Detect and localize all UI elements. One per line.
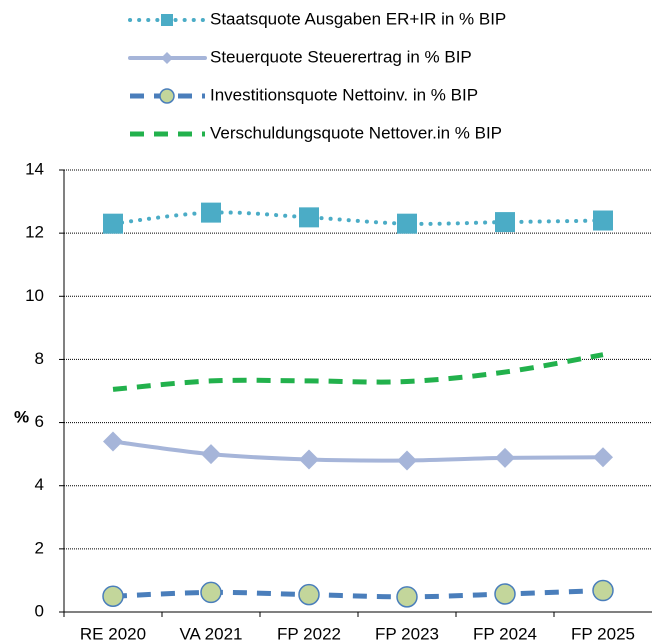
marker: [299, 207, 319, 228]
marker: [397, 450, 417, 471]
x-tick-label: FP 2024: [473, 624, 537, 643]
y-tick-label: 4: [35, 475, 44, 494]
y-tick-label: 6: [35, 412, 44, 431]
marker: [103, 213, 123, 234]
x-tick-label: FP 2022: [277, 624, 341, 643]
marker: [495, 447, 515, 468]
marker: [200, 581, 222, 604]
marker: [397, 213, 417, 234]
x-tick-label: FP 2025: [571, 624, 635, 643]
series-line: [111, 439, 605, 463]
marker: [201, 444, 221, 465]
series-line: [111, 210, 605, 226]
marker: [299, 449, 319, 470]
marker: [396, 586, 418, 608]
marker: [298, 583, 320, 606]
marker: [592, 579, 614, 602]
legend-label: Investitionsquote Nettoinv. in % BIP: [210, 85, 478, 104]
marker: [593, 210, 613, 231]
y-tick-label: 8: [35, 349, 44, 368]
marker: [103, 431, 123, 452]
marker: [102, 585, 124, 607]
marker: [593, 447, 613, 468]
marker: [201, 202, 221, 223]
series-line: [112, 588, 604, 600]
y-tick-label: 12: [25, 223, 44, 242]
marker: [495, 212, 515, 233]
y-tick-label: 0: [35, 601, 44, 620]
series-markers: [103, 431, 613, 471]
marker: [161, 52, 173, 64]
y-tick-label: 10: [25, 286, 44, 305]
legend-label: Steuerquote Steuerertrag in % BIP: [210, 47, 472, 66]
marker: [494, 583, 516, 605]
series-markers: [103, 202, 613, 234]
legend-label: Staatsquote Ausgaben ER+IR in % BIP: [210, 9, 506, 28]
series-line: [112, 352, 604, 392]
y-tick-label: 2: [35, 538, 44, 557]
marker: [159, 88, 175, 104]
x-tick-label: VA 2021: [179, 624, 242, 643]
legend-label: Verschuldungsquote Nettover.in % BIP: [210, 123, 502, 142]
y-tick-label: 14: [25, 159, 44, 178]
series-markers: [102, 579, 614, 608]
x-tick-label: RE 2020: [80, 624, 146, 643]
marker: [161, 14, 173, 26]
x-tick-label: FP 2023: [375, 624, 439, 643]
y-axis-label: %: [14, 407, 29, 426]
